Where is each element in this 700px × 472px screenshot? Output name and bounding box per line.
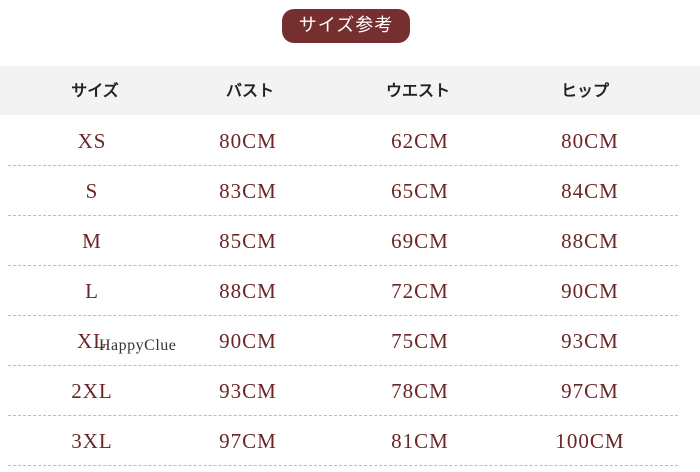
row-divider <box>8 165 678 166</box>
cell-waist: 69CM <box>391 229 449 253</box>
cell-hip: 90CM <box>561 279 619 303</box>
cell-bust: 93CM <box>219 379 277 403</box>
table-row: L 88CM 72CM 90CM <box>0 266 700 316</box>
cell-bust: 80CM <box>219 129 277 153</box>
table-row: XL 90CM 75CM 93CM <box>0 316 700 366</box>
cell-hip: 80CM <box>561 129 619 153</box>
cell-waist: 78CM <box>391 379 449 403</box>
cell-hip: 100CM <box>555 429 625 453</box>
cell-hip: 93CM <box>561 329 619 353</box>
size-reference-title: サイズ参考 <box>282 9 410 43</box>
cell-size: L <box>85 279 99 303</box>
cell-waist: 65CM <box>391 179 449 203</box>
cell-waist: 81CM <box>391 429 449 453</box>
header-hip: ヒップ <box>560 81 610 100</box>
cell-hip: 84CM <box>561 179 619 203</box>
row-divider <box>8 265 678 266</box>
table-row: 2XL 93CM 78CM 97CM <box>0 366 700 416</box>
cell-bust: 90CM <box>219 329 277 353</box>
row-divider <box>8 215 678 216</box>
table-row: S 83CM 65CM 84CM <box>0 166 700 216</box>
row-divider <box>8 465 678 466</box>
table-header: サイズ バスト ウエスト ヒップ <box>0 66 700 115</box>
cell-waist: 62CM <box>391 129 449 153</box>
cell-size: 2XL <box>71 379 113 403</box>
cell-size: 3XL <box>71 429 113 453</box>
table-row: M 85CM 69CM 88CM <box>0 216 700 266</box>
cell-waist: 72CM <box>391 279 449 303</box>
table-row: 3XL 97CM 81CM 100CM <box>0 416 700 466</box>
watermark: HappyClue <box>99 337 177 354</box>
cell-hip: 88CM <box>561 229 619 253</box>
cell-bust: 85CM <box>219 229 277 253</box>
row-divider <box>8 315 678 316</box>
row-divider <box>8 415 678 416</box>
cell-bust: 97CM <box>219 429 277 453</box>
header-waist: ウエスト <box>385 81 451 100</box>
cell-hip: 97CM <box>561 379 619 403</box>
cell-bust: 88CM <box>219 279 277 303</box>
row-divider <box>8 365 678 366</box>
cell-waist: 75CM <box>391 329 449 353</box>
header-bust: バスト <box>225 81 275 100</box>
cell-bust: 83CM <box>219 179 277 203</box>
cell-size: XL <box>77 329 107 353</box>
table-row: XS 80CM 62CM 80CM <box>0 116 700 166</box>
cell-size: M <box>82 229 102 253</box>
cell-size: S <box>85 179 99 203</box>
cell-size: XS <box>77 129 107 153</box>
header-size: サイズ <box>71 81 119 100</box>
